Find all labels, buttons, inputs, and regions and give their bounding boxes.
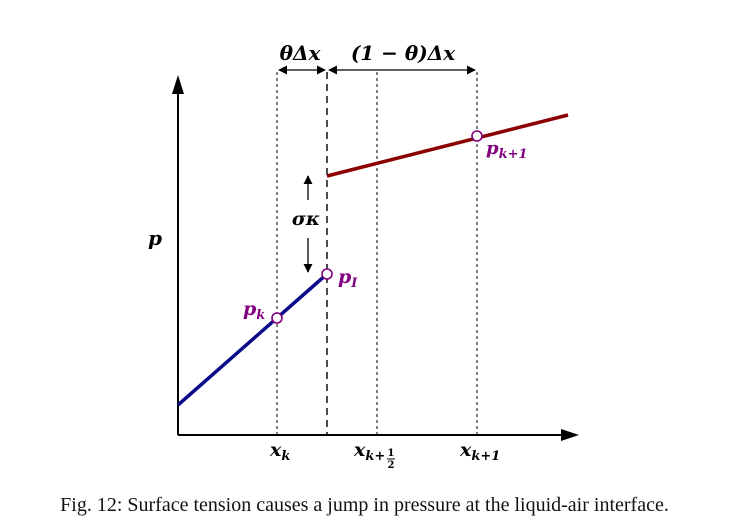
x-axis-arrowhead bbox=[561, 429, 579, 441]
point-p-k1 bbox=[471, 130, 483, 142]
liquid-pressure-line bbox=[176, 272, 329, 407]
figure-caption: Fig. 12: Surface tension causes a jump i… bbox=[60, 494, 669, 516]
y-axis-arrowhead bbox=[172, 75, 184, 94]
x-khalf-label: xk+ 1 2 bbox=[353, 439, 395, 471]
x-khalf-frac-den: 2 bbox=[388, 460, 395, 471]
theta-dx-label: θΔx bbox=[280, 41, 322, 65]
p-k-label: pk bbox=[243, 298, 265, 323]
sigma-kappa-label: σκ bbox=[292, 208, 320, 230]
y-axis-label: p bbox=[148, 226, 162, 250]
one-minus-theta-dx-label: (1 − θ)Δx bbox=[351, 41, 456, 65]
air-pressure-line bbox=[326, 113, 569, 178]
point-p-k bbox=[271, 312, 283, 324]
p-k1-label: pk+1 bbox=[486, 138, 528, 162]
x-k1-label: xk+1 bbox=[459, 439, 500, 464]
svg-text:xk+: xk+ bbox=[353, 439, 385, 464]
x-k-label: xk bbox=[269, 439, 290, 464]
point-p-I bbox=[321, 268, 333, 280]
p-I-label: pI bbox=[338, 266, 358, 291]
x-khalf-frac-num: 1 bbox=[388, 448, 395, 459]
